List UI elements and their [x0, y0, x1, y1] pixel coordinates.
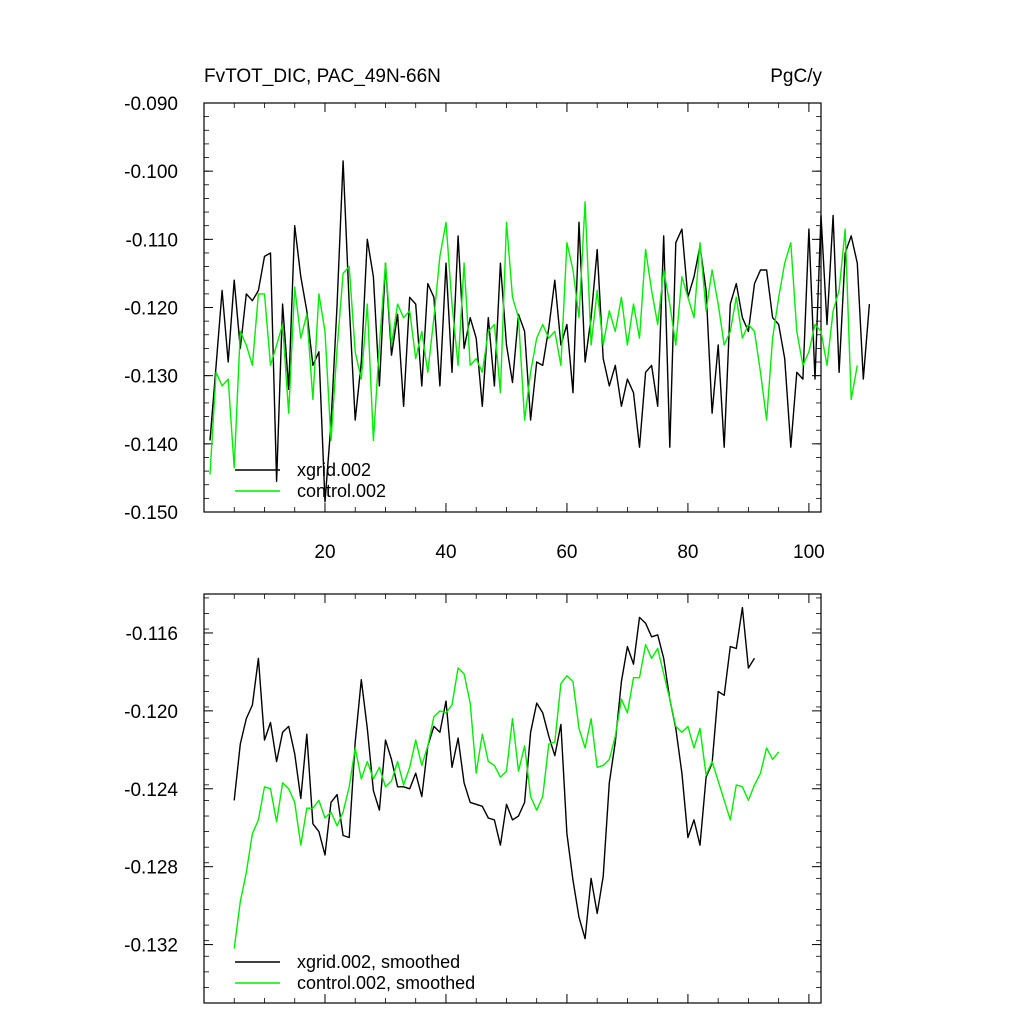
top-ytick-label: -0.090 — [124, 94, 178, 115]
top-xtick-label: 60 — [556, 542, 577, 563]
top-series-line-control — [209, 201, 858, 475]
top-xtick-label: 40 — [435, 542, 456, 563]
bottom-panel-series — [233, 606, 780, 949]
top-panel: FvTOT_DIC, PAC_49N-66N PgC/y -0.150 -0.14… — [124, 66, 871, 563]
bottom-panel: -0.132 -0.128 -0.124 -0.120 -0.116 xgrid.002… — [124, 593, 822, 1004]
top-ytick-label: -0.110 — [126, 230, 178, 251]
top-panel-series — [209, 160, 871, 503]
top-panel-ytick-labels: -0.150 -0.140 -0.130 -0.120 -0.110 -0.100 -0.0… — [124, 94, 178, 524]
top-panel-ticks — [204, 102, 821, 513]
legend-label-xgrid-smoothed: xgrid.002, smoothed — [297, 952, 460, 972]
top-xtick-label: 20 — [314, 542, 335, 563]
bottom-panel-frame — [203, 593, 822, 1004]
legend-label-control: control.002 — [297, 481, 386, 501]
bottom-series-line-control — [233, 643, 780, 949]
legend-label-xgrid: xgrid.002 — [297, 460, 371, 480]
top-ytick-label: -0.100 — [124, 162, 178, 183]
bottom-panel-ticks — [204, 594, 821, 1004]
top-xtick-label: 100 — [793, 542, 825, 563]
bottom-ytick-label: -0.116 — [126, 624, 178, 645]
top-ytick-label: -0.130 — [124, 367, 178, 388]
top-panel-title-right: PgC/y — [770, 66, 822, 87]
top-panel-legend: xgrid.002 control.002 — [235, 460, 386, 501]
bottom-panel-legend: xgrid.002, smoothed control.002, smoothe… — [235, 952, 475, 993]
bottom-panel-ytick-labels: -0.132 -0.128 -0.124 -0.120 -0.116 — [124, 624, 178, 957]
bottom-ytick-label: -0.120 — [124, 702, 178, 723]
bottom-series-line-xgrid — [233, 606, 756, 940]
top-ytick-label: -0.150 — [124, 503, 178, 524]
top-ytick-label: -0.140 — [124, 435, 178, 456]
bottom-ytick-label: -0.124 — [124, 780, 178, 801]
bottom-ytick-label: -0.128 — [124, 858, 178, 879]
legend-label-control-smoothed: control.002, smoothed — [297, 973, 475, 993]
top-xtick-label: 80 — [677, 542, 698, 563]
bottom-ytick-label: -0.132 — [124, 936, 178, 957]
top-series-line-xgrid — [209, 160, 871, 503]
top-ytick-label: -0.120 — [124, 299, 178, 320]
top-panel-title-left: FvTOT_DIC, PAC_49N-66N — [204, 66, 441, 87]
top-panel-xtick-labels: 20 40 60 80 100 — [314, 542, 824, 563]
